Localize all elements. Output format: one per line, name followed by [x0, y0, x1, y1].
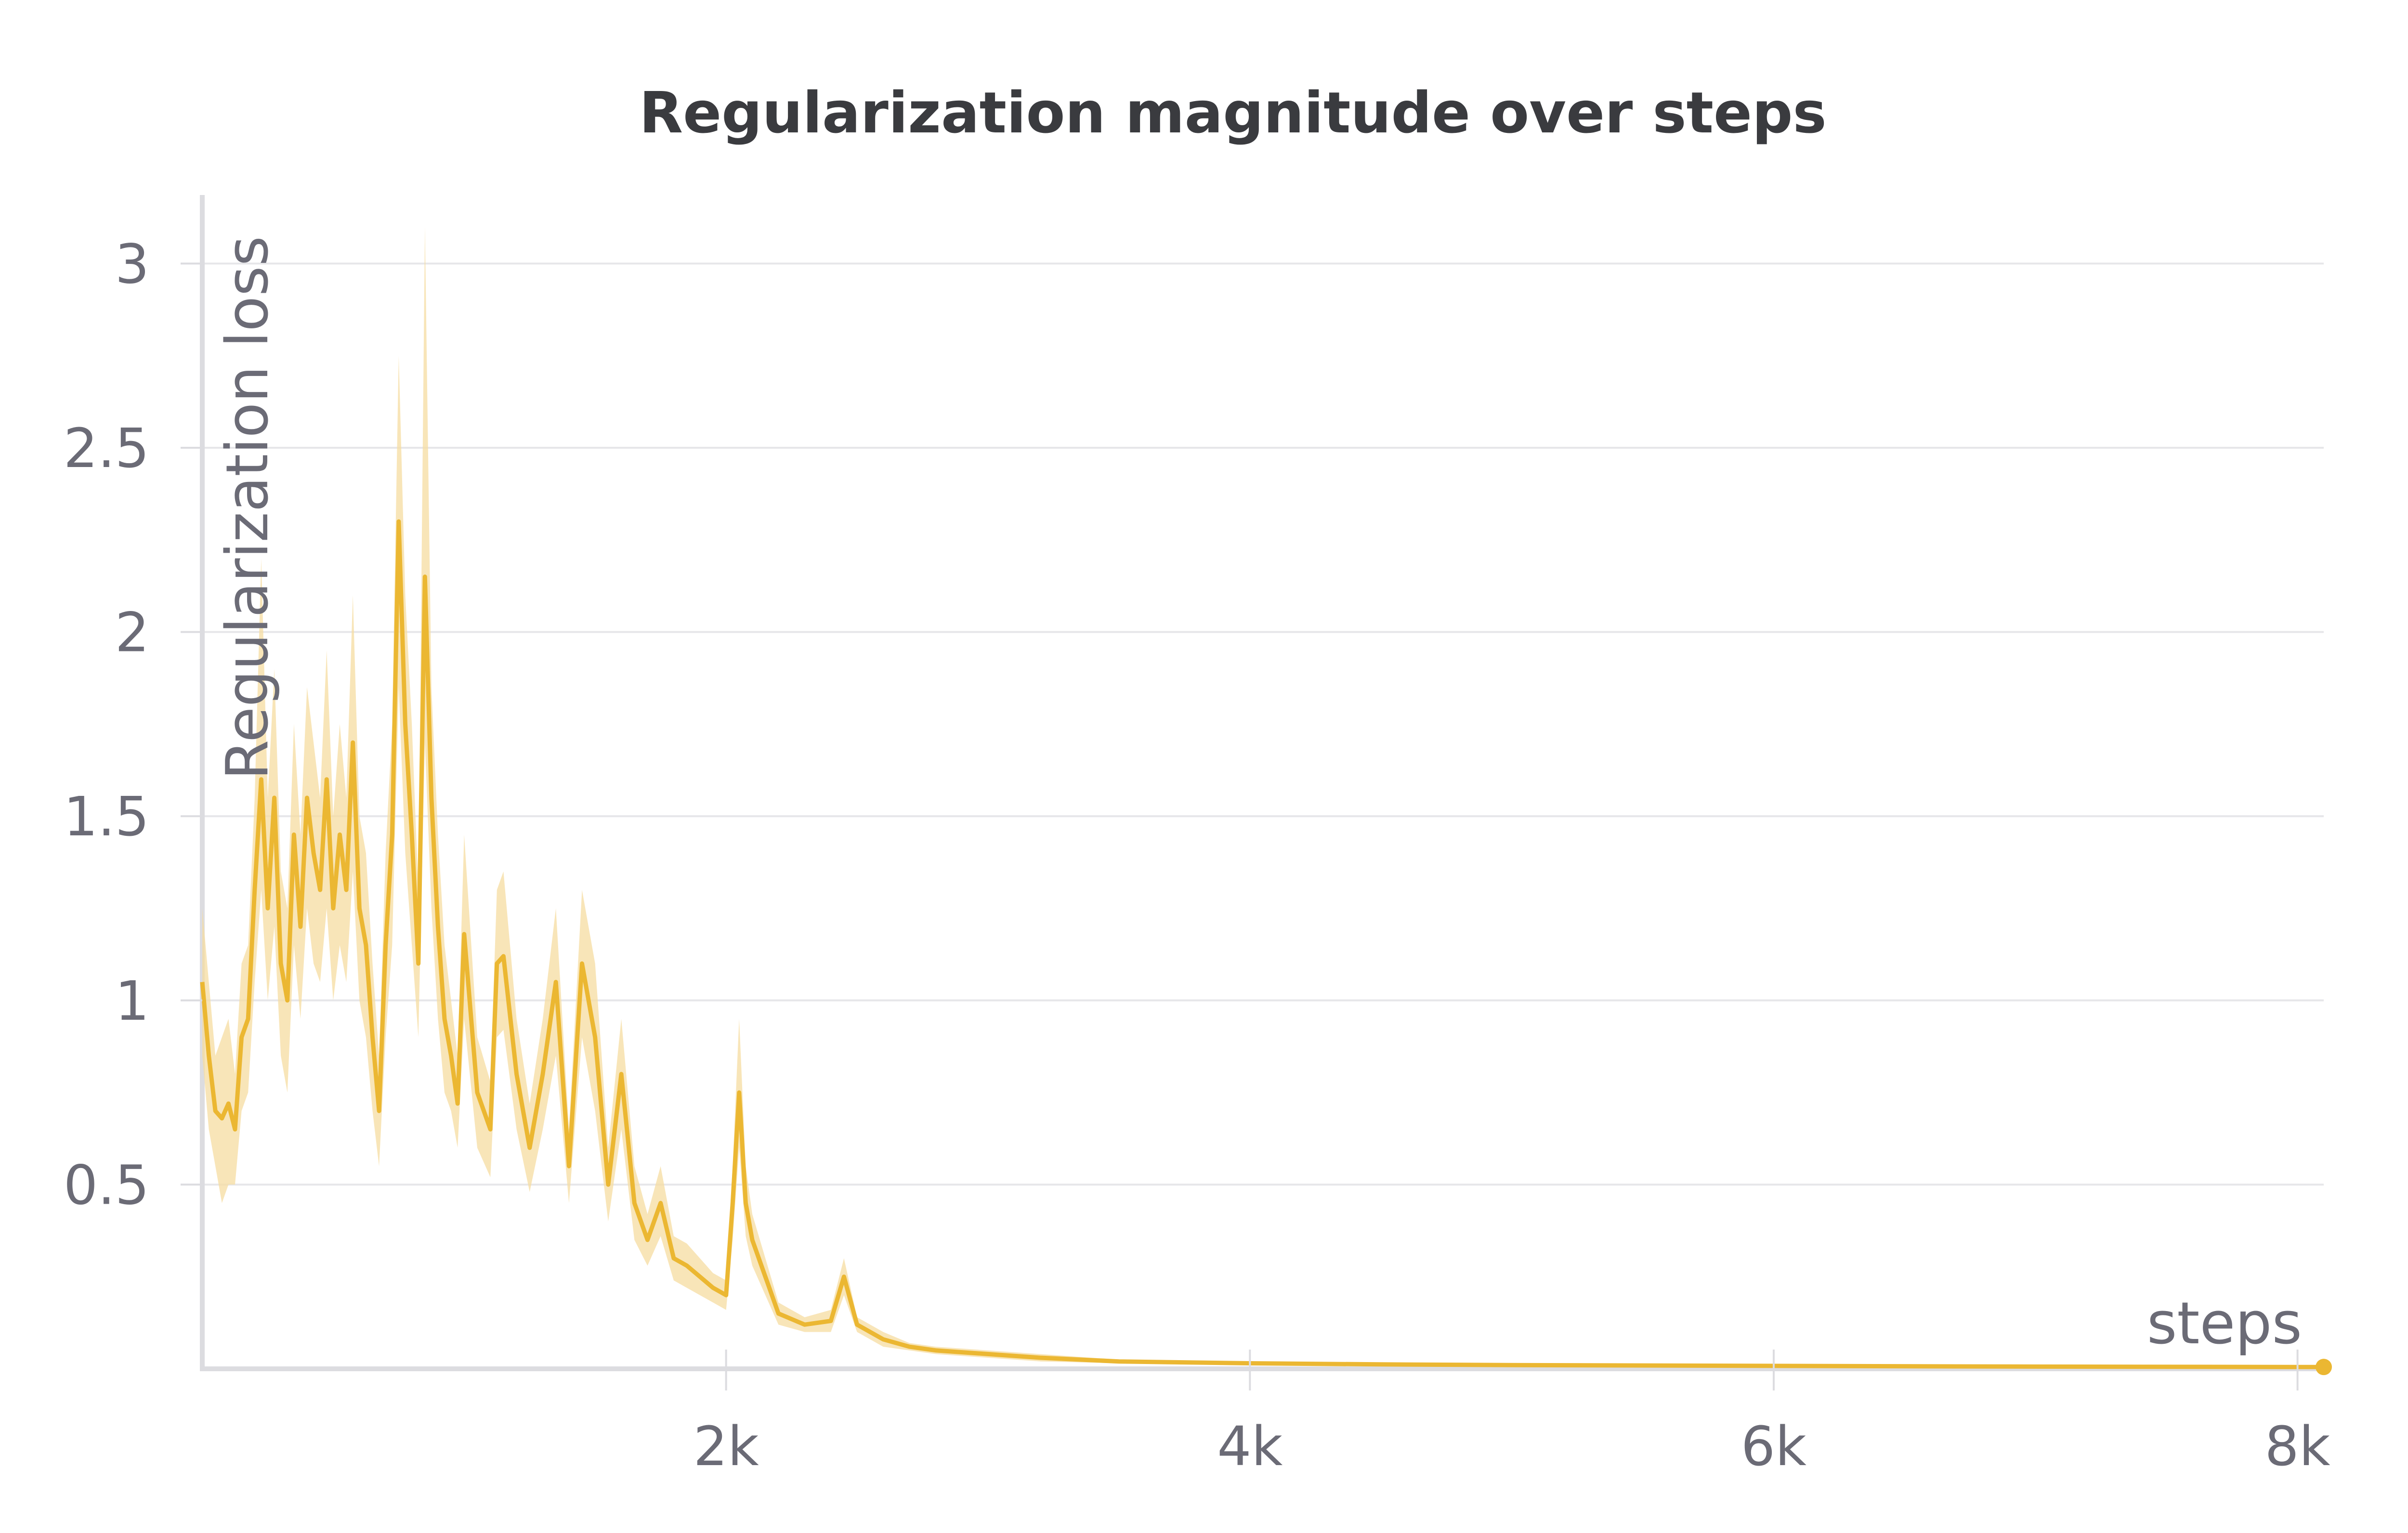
- chart-title: Regularization magnitude over steps: [639, 79, 1827, 146]
- axes: [200, 195, 2324, 1371]
- y-tick-label: 1.5: [64, 786, 149, 848]
- y-tick-label: 0.5: [64, 1154, 149, 1217]
- y-tick-label: 3: [115, 233, 149, 296]
- series-confidence-band: [202, 226, 2324, 1367]
- y-tick-label: 1: [115, 970, 149, 1033]
- y-tick-label: 2: [115, 602, 149, 664]
- series-endpoint-marker: [2316, 1359, 2332, 1376]
- series-line-layer: [200, 519, 2332, 1376]
- y-tick-label: 2.5: [64, 417, 149, 480]
- x-tick-label: 8k: [2265, 1416, 2330, 1478]
- tick-layer: 0.5 1 1.5 2 2.5 3 2k 4k 6k 8k: [64, 233, 2330, 1478]
- x-tick-label: 6k: [1741, 1416, 1806, 1478]
- x-tick-label: 4k: [1217, 1416, 1283, 1478]
- series-line: [200, 519, 2324, 1369]
- y-axis-label: Regularization loss: [214, 236, 281, 780]
- series-band-layer: [202, 226, 2324, 1367]
- x-tick-label: 2k: [694, 1416, 759, 1478]
- x-axis-label: steps: [2147, 1290, 2302, 1357]
